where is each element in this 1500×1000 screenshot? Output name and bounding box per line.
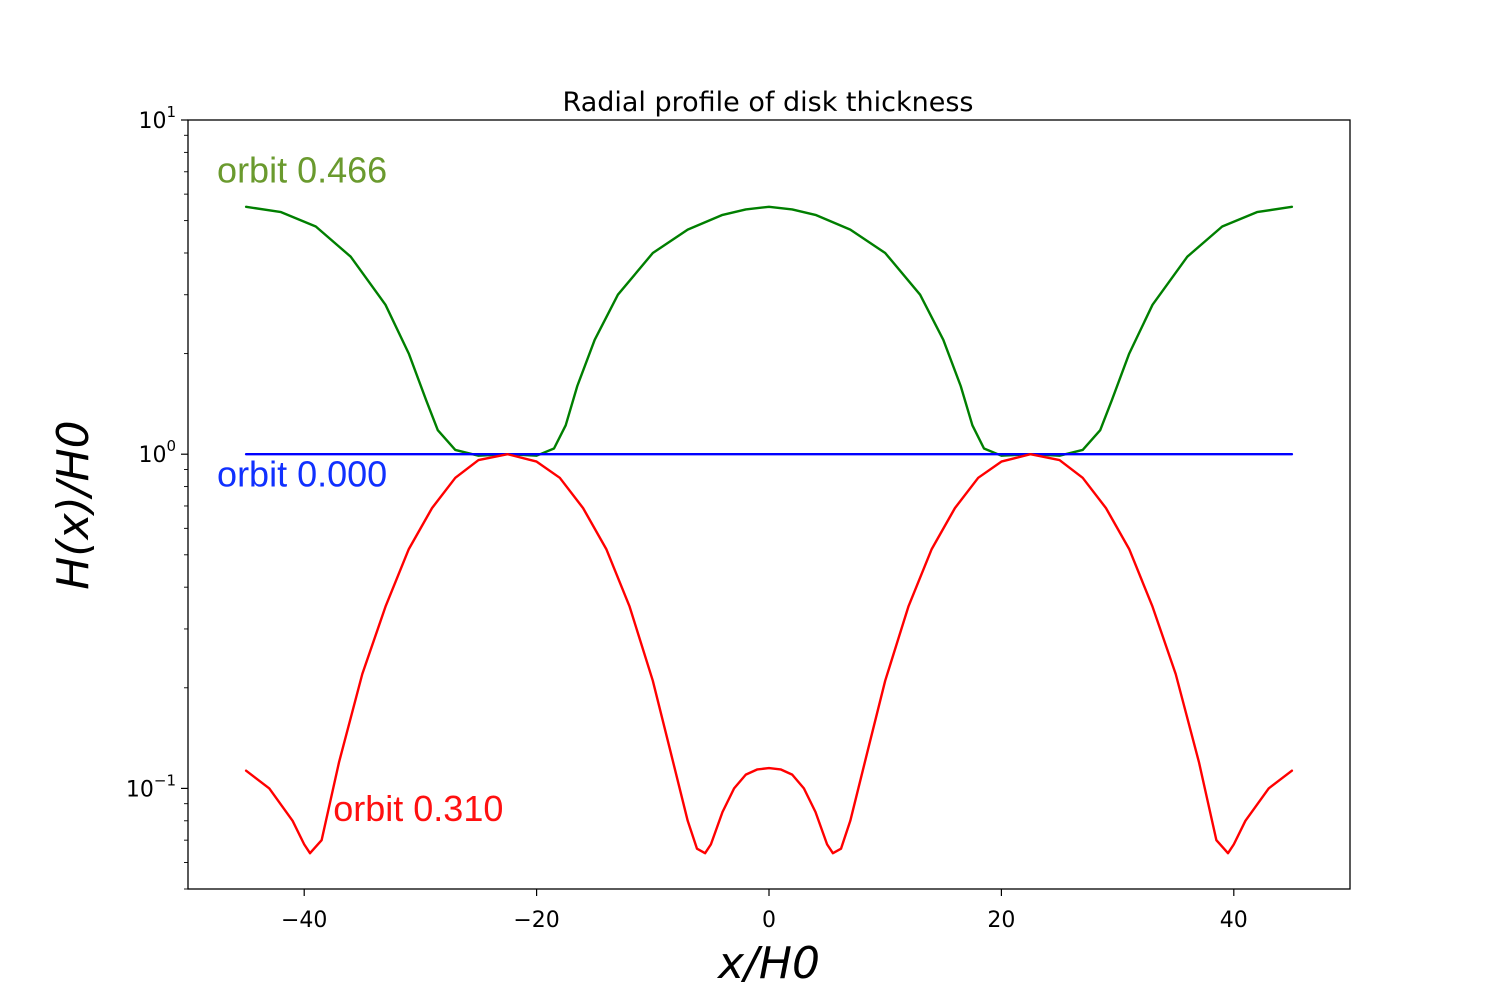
annotation-label: orbit 0.000 (217, 454, 387, 495)
y-tick-label: 100 (138, 437, 176, 468)
x-tick-label: 0 (762, 908, 776, 933)
annotations: orbit 0.466 orbit 0.000 orbit 0.310 (217, 150, 503, 829)
y-tick-label: 10−1 (126, 771, 176, 802)
x-tick-label: 40 (1220, 908, 1248, 933)
x-tick-label: 20 (987, 908, 1015, 933)
annotation-label: orbit 0.310 (333, 788, 503, 829)
x-axis: −40 −20 0 20 40 (281, 889, 1248, 933)
series-layer (244, 205, 1294, 855)
x-tick-label: −20 (513, 908, 559, 933)
y-axis-label: H(x)/H0 (48, 420, 99, 589)
x-axis-label: x/H0 (716, 938, 820, 989)
series-line-3 (244, 453, 1294, 855)
chart-title: Radial profile of disk thickness (563, 87, 974, 118)
y-axis: 10−1 100 101 (126, 103, 188, 890)
annotation-label: orbit 0.466 (217, 150, 387, 191)
y-tick-label: 101 (138, 103, 176, 134)
series-line-1 (244, 205, 1294, 457)
x-tick-label: −40 (281, 908, 327, 933)
